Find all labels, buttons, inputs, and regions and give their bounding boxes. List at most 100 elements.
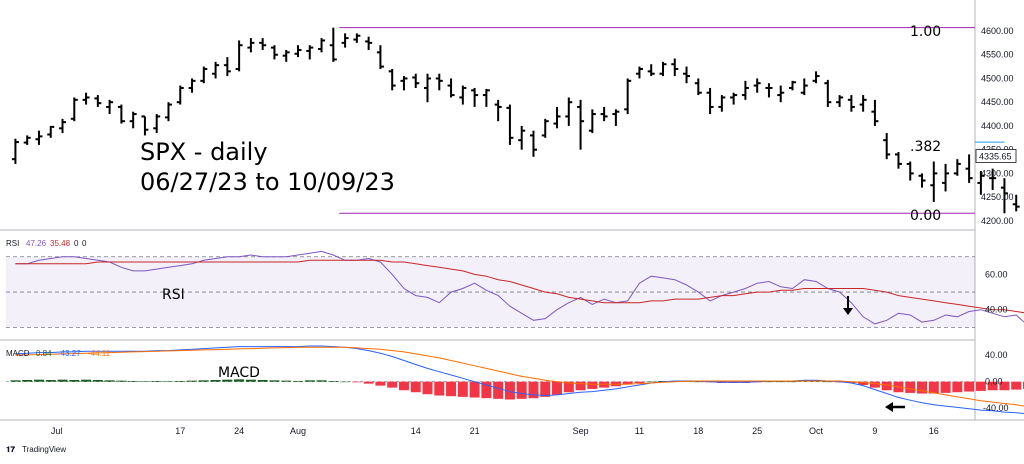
fib-lines — [339, 27, 1005, 214]
macd-hist-bar — [952, 381, 963, 393]
price-tick-label: 4500.00 — [981, 73, 1014, 83]
ohlc-bar — [435, 73, 443, 91]
macd-hist-bar — [504, 381, 515, 400]
macd-hist-bar — [516, 381, 527, 399]
macd-hist-bar — [22, 380, 33, 382]
price-tick-label: 4550.00 — [981, 50, 1014, 60]
ohlc-bar — [824, 79, 832, 107]
macd-hist-bar — [45, 380, 56, 382]
macd-hist-bar — [434, 381, 445, 396]
macd-hist-bar — [552, 381, 563, 395]
macd-hist-bar — [198, 380, 209, 382]
macd-pane-label: MACD — [218, 365, 260, 381]
macd-hist-bar — [92, 380, 103, 382]
ohlc-bar — [577, 99, 585, 150]
macd-hist-bar — [481, 381, 492, 399]
macd-hist-bar — [940, 381, 951, 393]
macd-hist-bar — [457, 381, 468, 397]
rsi-legend-value-1: 47.26 — [26, 239, 47, 248]
macd-hist-bar — [151, 380, 162, 382]
macd-hist-bar — [269, 380, 280, 382]
last-price-badge: 4335.65 — [975, 149, 1017, 163]
ohlc-bar — [906, 161, 914, 181]
ohlc-bar — [129, 111, 137, 129]
macd-legend-name: MACD — [6, 349, 30, 358]
macd-signal-line — [15, 346, 1024, 407]
ohlc-bar — [671, 58, 679, 77]
macd-hist-bar — [869, 381, 880, 388]
ohlc-bar — [306, 45, 314, 60]
rsi-axis-ticks: 60.00 40.00 — [985, 269, 1008, 314]
rsi-tick-label: 60.00 — [985, 269, 1008, 279]
ohlc-bar — [789, 80, 797, 91]
tradingview-logo-icon: 𝟏𝟕 — [6, 445, 15, 454]
ohlc-bar — [200, 66, 208, 84]
ohlc-bar — [541, 118, 549, 138]
macd-hist-bar — [905, 381, 916, 393]
ohlc-bar — [47, 125, 55, 138]
macd-hist-bar — [340, 381, 351, 383]
ohlc-bar — [482, 88, 490, 107]
macd-hist-bar — [363, 381, 374, 384]
rsi-legend-value-2: 35.48 — [50, 239, 71, 248]
macd-hist-bar — [528, 381, 539, 399]
macd-hist-bar — [846, 381, 857, 383]
fib-label-000: 0.00 — [910, 208, 941, 224]
price-tick-label: 4250.00 — [981, 192, 1014, 202]
ohlc-bar — [11, 138, 19, 164]
ohlc-bar — [883, 133, 891, 160]
macd-legend-value-1: 0.84 — [36, 349, 52, 358]
ohlc-bar — [741, 80, 749, 100]
ohlc-bar — [753, 78, 761, 93]
chart-title-line2: 06/27/23 to 10/09/23 — [140, 168, 395, 196]
ohlc-bar — [270, 45, 278, 60]
time-tick-label: Aug — [290, 426, 306, 436]
ohlc-bar — [777, 85, 785, 103]
macd-hist-bar — [33, 379, 44, 382]
macd-hist-bar — [351, 381, 362, 383]
ohlc-bar — [471, 87, 479, 107]
macd-hist-bar — [128, 380, 139, 382]
macd-hist-bar — [387, 381, 398, 388]
rsi-pane-label: RSI — [162, 287, 185, 303]
macd-axis-ticks: 40.00 0.00 -40.00 — [983, 350, 1009, 413]
tradingview-brand-text: TradingView — [22, 445, 66, 454]
rsi-down-arrow-icon — [843, 296, 853, 315]
ohlc-bar — [318, 38, 326, 53]
rsi-legend-value-4: 0 — [82, 239, 87, 248]
ohlc-bar — [647, 64, 655, 77]
macd-legend: MACD 0.84 -43.27 -44.11 — [6, 349, 111, 358]
ohlc-bar — [294, 45, 302, 58]
ohlc-bar — [730, 92, 738, 105]
macd-hist-bar — [328, 380, 339, 382]
ohlc-bar — [588, 109, 596, 134]
ohlc-bar — [859, 95, 867, 112]
macd-hist-bar — [693, 381, 704, 383]
ohlc-bar — [812, 71, 820, 84]
ohlc-bar — [365, 36, 373, 50]
ohlc-bar — [412, 73, 420, 88]
time-tick-label: 11 — [635, 426, 644, 436]
ohlc-bar — [117, 104, 125, 124]
ohlc-bar — [376, 45, 384, 69]
macd-hist-bar — [858, 381, 869, 385]
macd-hist-bar — [210, 380, 221, 382]
macd-hist-bar — [175, 380, 186, 382]
rsi-legend: RSI 47.26 35.48 0 0 — [6, 239, 87, 248]
macd-hist-bar — [917, 381, 928, 394]
macd-hist-bar — [787, 381, 798, 383]
ohlc-bar — [353, 33, 361, 43]
macd-hist-bar — [763, 381, 774, 383]
rsi-tick-label: 40.00 — [985, 305, 1008, 315]
macd-hist-bar — [634, 381, 645, 383]
macd-hist-bar — [10, 380, 21, 382]
macd-hist-bar — [187, 380, 198, 382]
fib-label-382: .382 — [910, 139, 941, 155]
macd-line — [15, 345, 1024, 415]
ohlc-bar — [953, 159, 961, 176]
macd-hist-bar — [822, 381, 833, 383]
macd-hist-bar — [964, 381, 975, 392]
price-tick-label: 4200.00 — [981, 216, 1014, 226]
ohlc-bar — [23, 135, 31, 145]
